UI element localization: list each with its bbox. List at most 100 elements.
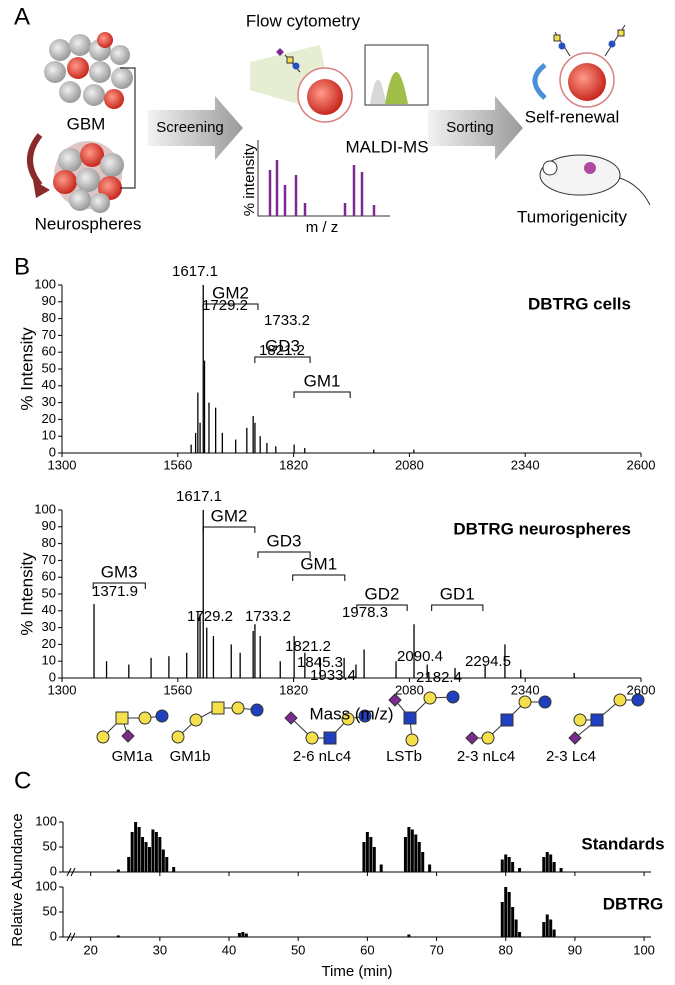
bracket bbox=[254, 356, 311, 363]
peak-label: 1729.2 bbox=[187, 608, 233, 625]
bracket-label: GD1 bbox=[440, 584, 475, 603]
bracket-label: GM1 bbox=[304, 371, 341, 390]
x-tick-label: 1560 bbox=[163, 457, 192, 472]
peak-label: 1733.2 bbox=[245, 608, 291, 625]
peak-label: 1933.4 bbox=[310, 667, 356, 684]
bracket bbox=[293, 391, 351, 398]
y-axis-label: % Intensity bbox=[17, 552, 36, 636]
x-axis-label: Time (min) bbox=[321, 963, 392, 980]
y-tick-label: 20 bbox=[42, 411, 56, 426]
axis-break bbox=[66, 867, 76, 877]
x-tick-label: 1300 bbox=[48, 457, 77, 472]
x-tick-label: 1560 bbox=[163, 682, 192, 697]
neurosphere bbox=[53, 141, 124, 213]
y-axis-label: Relative Abundance bbox=[9, 813, 26, 946]
x-tick-label: 100 bbox=[633, 942, 655, 957]
glycan-label: 2-6 nLc4 bbox=[293, 748, 351, 765]
diagram-label: Neurospheres bbox=[35, 214, 142, 233]
y-tick-label: 30 bbox=[42, 394, 56, 409]
bracket bbox=[292, 574, 346, 581]
nucleus bbox=[568, 63, 606, 101]
y-tick-label: 0 bbox=[49, 669, 56, 684]
y-tick-label: 80 bbox=[42, 535, 56, 550]
y-tick-label: 0 bbox=[49, 444, 56, 459]
y-tick-label: 70 bbox=[42, 552, 56, 567]
x-tick-label: 2340 bbox=[511, 457, 540, 472]
panel-label: B bbox=[14, 253, 30, 280]
peak-label: 1617.1 bbox=[172, 263, 218, 280]
x-tick-label: 80 bbox=[498, 942, 512, 957]
bracket-label: GM3 bbox=[101, 562, 138, 581]
peak-label: 1733.2 bbox=[264, 312, 310, 329]
glycan-icons bbox=[96, 690, 645, 747]
y-tick-label: 20 bbox=[42, 636, 56, 651]
y-tick-label: 50 bbox=[42, 585, 56, 600]
bracket-label: GM2 bbox=[212, 283, 249, 302]
peak-label: 1845.3 bbox=[297, 654, 343, 671]
cycle-arrow bbox=[532, 63, 547, 100]
chart-title: DBTRG cells bbox=[528, 294, 631, 313]
peak-label: 1978.3 bbox=[342, 604, 388, 621]
glycan-label: GM1b bbox=[170, 748, 211, 765]
big-arrow bbox=[148, 96, 243, 160]
bracket bbox=[202, 303, 259, 310]
diagram-label: Self-renewal bbox=[525, 107, 620, 126]
x-tick-label: 2600 bbox=[627, 682, 656, 697]
axis-break bbox=[66, 932, 76, 942]
ms-sticks bbox=[268, 160, 376, 216]
histogram-peak bbox=[370, 79, 386, 104]
x-tick-label: 60 bbox=[360, 942, 374, 957]
y-tick-label: 40 bbox=[42, 377, 56, 392]
diagram-label: Tumorigenicity bbox=[517, 207, 627, 226]
glycan-label: GM1a bbox=[112, 748, 154, 765]
bracket bbox=[431, 604, 484, 611]
series-label: DBTRG bbox=[603, 894, 663, 913]
bracket bbox=[92, 582, 146, 589]
peak-label: 1617.1 bbox=[176, 488, 222, 505]
panel-label: C bbox=[14, 767, 31, 794]
y-tick-label: 10 bbox=[42, 653, 56, 668]
peak-label: 2294.5 bbox=[465, 653, 511, 670]
y-tick-label: 100 bbox=[34, 501, 56, 516]
y-tick-label: 90 bbox=[42, 293, 56, 308]
y-tick-label: 100 bbox=[35, 813, 57, 828]
glycan-decor bbox=[276, 48, 301, 73]
mouse bbox=[539, 154, 651, 206]
bracket bbox=[202, 526, 256, 533]
bracket bbox=[257, 551, 311, 558]
bracket-label: GM2 bbox=[211, 506, 248, 525]
histogram-peak bbox=[385, 72, 408, 104]
y-axis-label: % Intensity bbox=[17, 327, 36, 411]
chart-title: DBTRG neurospheres bbox=[453, 519, 631, 538]
x-tick-label: 2080 bbox=[395, 682, 424, 697]
bracket-label: GM1 bbox=[300, 554, 337, 573]
x-axis-label: Mass (m/z) bbox=[309, 704, 393, 723]
x-tick-label: 40 bbox=[222, 942, 236, 957]
x-tick-label: 70 bbox=[429, 942, 443, 957]
bracket-label: GD3 bbox=[267, 531, 302, 550]
gbm-cells bbox=[44, 32, 133, 109]
y-tick-label: 30 bbox=[42, 619, 56, 634]
glycan-label: 2-3 Lc4 bbox=[546, 748, 596, 765]
diagram-label: Screening bbox=[156, 119, 224, 136]
diagram-label: Flow cytometry bbox=[246, 11, 361, 30]
series-label: Standards bbox=[581, 834, 664, 853]
peak-label: 2182.4 bbox=[416, 669, 462, 686]
diagram-label: Sorting bbox=[446, 119, 494, 136]
x-tick-label: 1300 bbox=[48, 682, 77, 697]
x-tick-label: 90 bbox=[568, 942, 582, 957]
x-tick-label: 1820 bbox=[279, 682, 308, 697]
peak-label: 1729.2 bbox=[202, 297, 248, 314]
big-arrow bbox=[428, 96, 523, 160]
x-tick-label: 2080 bbox=[395, 457, 424, 472]
bracket bbox=[356, 604, 408, 611]
y-tick-label: 60 bbox=[42, 569, 56, 584]
arrow-head bbox=[33, 180, 50, 198]
peak-label: 1821.2 bbox=[285, 638, 331, 655]
y-tick-label: 50 bbox=[43, 838, 57, 853]
panel-label: A bbox=[14, 3, 30, 30]
glycan-label: 2-3 nLc4 bbox=[457, 748, 515, 765]
peak-label: 2090.4 bbox=[397, 648, 443, 665]
glycan-label: LSTb bbox=[386, 748, 422, 765]
